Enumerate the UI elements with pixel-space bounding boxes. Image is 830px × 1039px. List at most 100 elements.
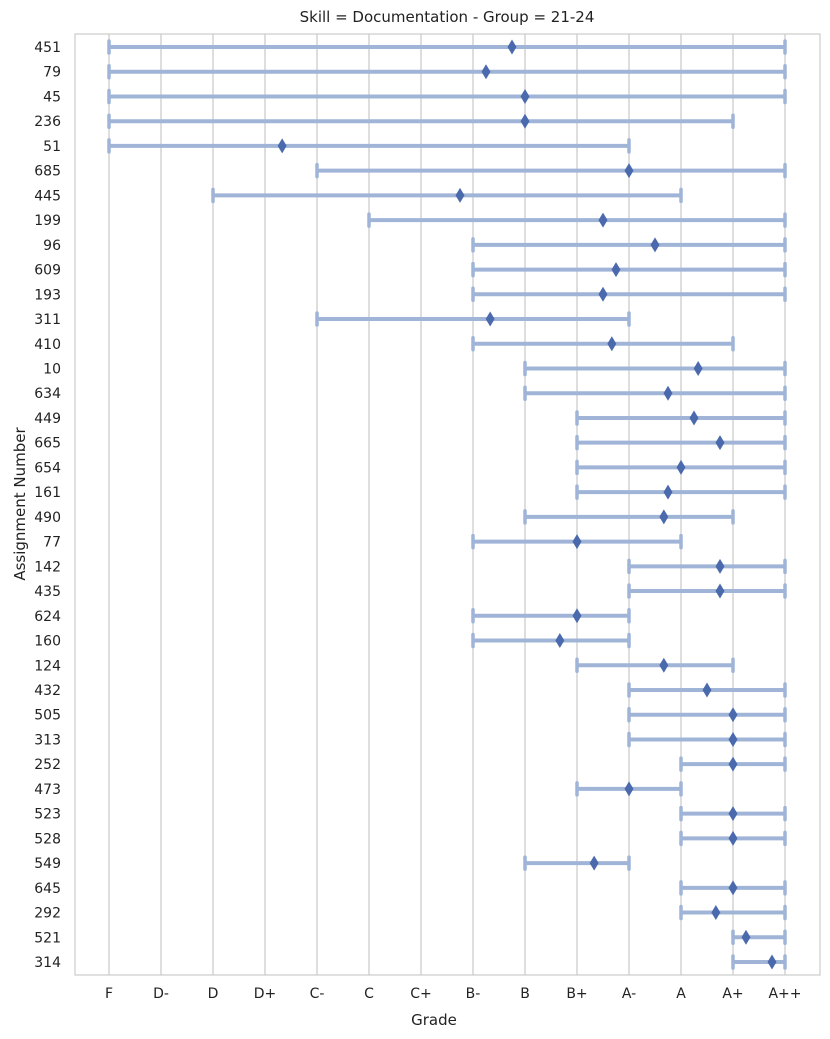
- y-tick-label: 654: [34, 460, 61, 476]
- x-tick-label: C+: [410, 986, 432, 1002]
- range-row-311: [315, 311, 631, 327]
- x-tick-label: B-: [466, 986, 481, 1002]
- mean-marker: [663, 484, 673, 500]
- range-row-199: [367, 212, 787, 228]
- mean-marker: [689, 410, 699, 426]
- y-tick-label: 199: [34, 213, 61, 229]
- x-tick-labels: F D- D D+ C- C C+ B- B B+ A- A A+ A++: [105, 986, 802, 1002]
- x-tick-label: B: [520, 986, 530, 1002]
- x-tick-label: A-: [622, 986, 636, 1002]
- y-tick-label: 96: [43, 238, 61, 254]
- y-tick-label: 645: [34, 881, 61, 897]
- mean-marker: [607, 336, 617, 352]
- mean-marker: [715, 435, 725, 451]
- range-row-313: [627, 731, 787, 748]
- range-row-160: [471, 632, 631, 649]
- mean-marker: [767, 954, 777, 970]
- x-tick-label: A: [676, 986, 686, 1002]
- range-row-549: [523, 855, 631, 871]
- range-row-161: [575, 484, 787, 500]
- y-tick-label: 45: [43, 89, 61, 105]
- x-tick-label: B+: [566, 986, 587, 1002]
- y-axis-label: Assignment Number: [11, 426, 29, 580]
- range-row-685: [315, 162, 787, 179]
- y-tick-label: 252: [34, 757, 61, 773]
- range-row-193: [471, 286, 787, 303]
- mean-marker: [624, 781, 634, 797]
- plot-frame: [74, 33, 821, 976]
- mean-marker: [507, 39, 517, 55]
- x-tick-label: A++: [768, 986, 801, 1002]
- mean-marker: [589, 855, 599, 871]
- y-tick-label: 292: [34, 906, 61, 922]
- mean-marker: [659, 509, 669, 525]
- mean-marker: [572, 608, 582, 624]
- range-row-528: [679, 830, 787, 847]
- mean-marker: [728, 806, 738, 822]
- range-row-445: [211, 187, 683, 204]
- y-tick-label: 51: [43, 139, 61, 155]
- mean-marker: [676, 459, 686, 475]
- mean-marker: [555, 633, 565, 649]
- y-tick-label: 490: [34, 510, 61, 526]
- range-row-79: [107, 63, 787, 80]
- mean-marker: [611, 262, 621, 278]
- mean-marker: [485, 311, 495, 327]
- mean-marker: [572, 534, 582, 550]
- y-tick-label: 449: [34, 411, 61, 427]
- range-row-645: [679, 880, 787, 896]
- y-tick-label: 10: [43, 361, 61, 377]
- range-row-124: [575, 657, 735, 673]
- y-tick-label: 634: [34, 386, 61, 402]
- y-tick-label: 236: [34, 114, 61, 130]
- y-tick-label: 473: [34, 782, 61, 798]
- mean-marker: [711, 905, 721, 921]
- y-tick-label: 528: [34, 831, 61, 847]
- range-row-45: [107, 88, 787, 105]
- x-tick-label: A+: [722, 986, 743, 1002]
- y-tick-label: 142: [34, 559, 61, 575]
- mean-marker: [663, 385, 673, 401]
- y-tick-label: 505: [34, 708, 61, 724]
- range-row-314: [731, 954, 787, 970]
- mean-marker: [728, 731, 738, 747]
- mean-marker: [702, 682, 712, 698]
- mean-marker: [715, 558, 725, 574]
- range-row-77: [471, 533, 683, 550]
- mean-marker: [728, 707, 738, 723]
- y-tick-label: 445: [34, 188, 61, 204]
- mean-marker: [741, 929, 751, 945]
- range-row-10: [523, 360, 787, 377]
- range-row-142: [627, 558, 787, 575]
- mean-marker: [598, 286, 608, 302]
- y-tick-label: 549: [34, 856, 61, 872]
- chart-title: Skill = Documentation - Group = 21-24: [300, 8, 595, 26]
- mean-marker: [520, 113, 530, 129]
- range-row-473: [575, 781, 683, 797]
- y-tick-label: 665: [34, 436, 61, 452]
- y-tick-label: 124: [34, 658, 61, 674]
- x-tick-label: C: [364, 986, 374, 1002]
- y-tick-label: 624: [34, 609, 61, 625]
- mean-marker: [650, 237, 660, 253]
- range-row-252: [679, 756, 787, 772]
- grid-lines: [108, 34, 786, 975]
- range-row-490: [523, 509, 735, 525]
- range-row-654: [575, 459, 787, 476]
- range-row-449: [575, 410, 787, 426]
- mean-marker: [659, 657, 669, 673]
- y-tick-label: 609: [34, 263, 61, 279]
- x-tick-label: C-: [310, 986, 325, 1002]
- y-tick-label: 161: [34, 485, 61, 501]
- x-tick-label: D: [208, 986, 219, 1002]
- x-tick-label: D-: [153, 986, 169, 1002]
- x-axis-label: Grade: [411, 1011, 457, 1029]
- range-row-292: [679, 904, 787, 921]
- mean-marker: [715, 583, 725, 599]
- y-tick-label: 193: [34, 287, 61, 303]
- y-tick-label: 311: [34, 312, 61, 328]
- range-row-236: [107, 113, 735, 129]
- y-tick-label: 77: [43, 535, 61, 551]
- mean-marker: [455, 187, 465, 203]
- data-marks: [107, 39, 787, 970]
